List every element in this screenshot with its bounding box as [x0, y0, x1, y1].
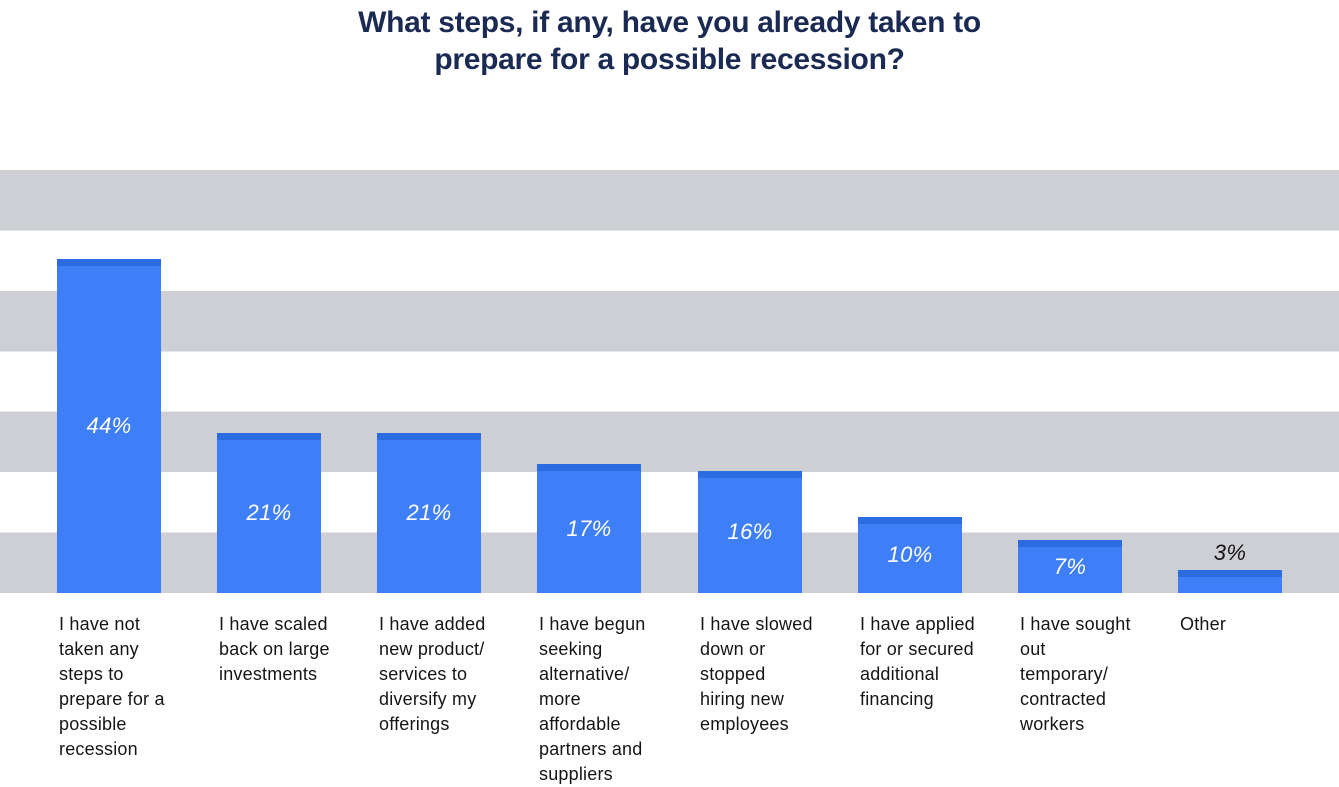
bar-value-label: 7%: [1053, 553, 1087, 579]
category-label-2: I have scaled back on large investments: [219, 614, 330, 684]
plot-area: 44% 21% 21% 17% 16% 10% 7% 3%: [0, 170, 1339, 593]
bar-6: 10%: [858, 517, 962, 593]
category-label-5: I have slowed down or stopped hiring new…: [700, 614, 813, 734]
bar-top-cap: [537, 464, 641, 471]
bar-2: 21%: [217, 433, 321, 593]
bar-top-cap: [217, 433, 321, 440]
chart-title: What steps, if any, have you already tak…: [0, 4, 1339, 78]
bar-top-cap: [57, 259, 161, 266]
bar-top-cap: [1178, 570, 1282, 577]
bar-1: 44%: [57, 259, 161, 593]
bar-7: 7%: [1018, 540, 1122, 593]
category-label-6: I have applied for or secured additional…: [860, 614, 975, 709]
bar-top-cap: [698, 471, 802, 478]
bar-4: 17%: [537, 464, 641, 593]
category-label-8: Other: [1180, 614, 1227, 634]
bar-value-label: 21%: [246, 500, 292, 525]
bar-top-cap: [377, 433, 481, 440]
category-label-4: I have begun seeking alternative/ more a…: [539, 614, 646, 784]
category-label-3: I have added new product/ services to di…: [379, 614, 486, 734]
bar-value-label: 44%: [86, 413, 132, 438]
bar-value-label: 16%: [727, 519, 773, 544]
bar-value-label: 3%: [1213, 540, 1247, 565]
bar-3: 21%: [377, 433, 481, 593]
chart-title-line-2: prepare for a possible recession?: [434, 43, 905, 76]
bar-5: 16%: [698, 471, 802, 593]
bar-top-cap: [858, 517, 962, 524]
bar-8: 3%: [1178, 540, 1282, 593]
bar-value-label: 10%: [887, 542, 933, 567]
bar-value-label: 17%: [566, 515, 612, 541]
chart-title-line-1: What steps, if any, have you already tak…: [358, 6, 981, 39]
category-label-7: I have sought out temporary/ contracted …: [1020, 614, 1131, 734]
category-labels-row: I have not taken any steps to prepare fo…: [0, 612, 1339, 787]
bar-value-label: 21%: [406, 500, 452, 525]
bar-top-cap: [1018, 540, 1122, 547]
category-label-1: I have not taken any steps to prepare fo…: [59, 614, 165, 759]
